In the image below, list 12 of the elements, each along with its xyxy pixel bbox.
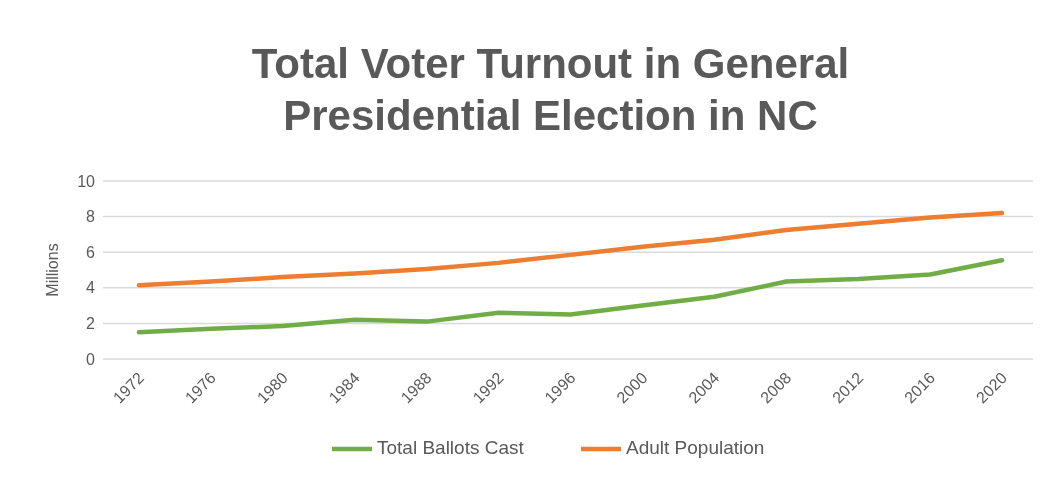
y-tick-label: 0 (86, 350, 96, 368)
legend-label: Total Ballots Cast (377, 437, 525, 458)
y-tick-label: 10 (77, 172, 96, 190)
y-tick-label: 2 (86, 315, 96, 332)
chart-title: Total Voter Turnout in General Presidential Election in NC (251, 40, 850, 139)
y-tick-label: 4 (86, 279, 96, 297)
line-series (136, 210, 1005, 288)
legend-label: Adult Population (626, 437, 765, 458)
y-tick-label: 8 (86, 208, 96, 226)
y-tick-label: 6 (86, 243, 96, 261)
y-axis-title: Millions (44, 243, 61, 297)
line-series (136, 257, 1005, 335)
